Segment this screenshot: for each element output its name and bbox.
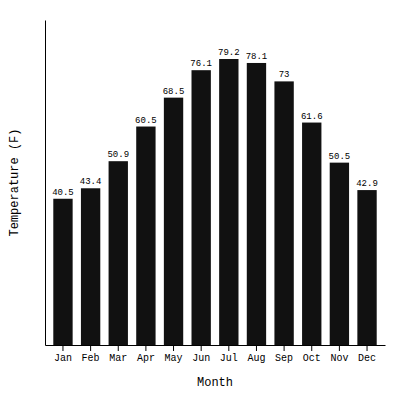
x-tick-label: May bbox=[165, 353, 183, 364]
x-tick-label: Jan bbox=[54, 353, 72, 364]
x-tick-mark bbox=[62, 345, 63, 351]
x-tick-mark bbox=[201, 345, 202, 351]
x-tick-mark bbox=[90, 345, 91, 351]
bar bbox=[302, 123, 321, 345]
x-tick: Dec bbox=[358, 345, 376, 364]
data-label: 76.1 bbox=[190, 59, 212, 69]
x-tick-mark bbox=[339, 345, 340, 351]
x-tick-mark bbox=[173, 345, 174, 351]
data-label: 73 bbox=[279, 70, 290, 80]
bar bbox=[53, 199, 72, 345]
bar bbox=[219, 59, 238, 345]
x-tick: Sep bbox=[275, 345, 293, 364]
x-tick-label: Oct bbox=[303, 353, 321, 364]
data-label: 40.5 bbox=[52, 188, 74, 198]
data-label: 78.1 bbox=[246, 52, 268, 62]
x-tick-mark bbox=[284, 345, 285, 351]
x-tick-label: Aug bbox=[247, 353, 265, 364]
x-tick: May bbox=[165, 345, 183, 364]
data-label: 50.9 bbox=[107, 150, 129, 160]
chart: Jan Feb Mar Apr May Jun Jul Aug Sep Oct Nov Dec 40.5… bbox=[0, 0, 400, 400]
bar bbox=[274, 81, 293, 345]
x-tick-label: Sep bbox=[275, 353, 293, 364]
x-axis-line bbox=[46, 345, 386, 346]
x-tick: Jan bbox=[54, 345, 72, 364]
x-tick: Jul bbox=[220, 345, 238, 364]
y-axis bbox=[45, 21, 46, 346]
x-tick-label: Jun bbox=[192, 353, 210, 364]
y-axis-line bbox=[45, 21, 46, 346]
x-tick: Oct bbox=[303, 345, 321, 364]
plot-area: Jan Feb Mar Apr May Jun Jul Aug Sep Oct Nov Dec 40.5… bbox=[46, 21, 386, 365]
x-tick-label: Feb bbox=[82, 353, 100, 364]
y-axis-title: Temperature (F) bbox=[8, 128, 22, 236]
bar bbox=[136, 127, 155, 345]
bar bbox=[81, 188, 100, 345]
bar bbox=[247, 63, 266, 345]
x-tick-label: Jul bbox=[220, 353, 238, 364]
bar bbox=[357, 190, 376, 345]
x-tick-label: Mar bbox=[109, 353, 127, 364]
x-tick: Feb bbox=[82, 345, 100, 364]
x-axis-title: Month bbox=[197, 376, 233, 390]
data-label: 79.2 bbox=[218, 48, 240, 58]
data-label: 43.4 bbox=[80, 177, 102, 187]
x-tick-mark bbox=[311, 345, 312, 351]
bar bbox=[164, 98, 183, 345]
bar bbox=[192, 70, 211, 345]
data-label: 42.9 bbox=[356, 179, 378, 189]
x-tick: Nov bbox=[330, 345, 348, 364]
x-tick-mark bbox=[367, 345, 368, 351]
bars bbox=[53, 59, 376, 345]
data-labels: 40.5 43.4 50.9 60.5 68.5 76.1 79.2 78.1 73 61.6 50… bbox=[52, 48, 378, 198]
x-tick-label: Dec bbox=[358, 353, 376, 364]
x-tick: Mar bbox=[109, 345, 127, 364]
x-tick-label: Nov bbox=[330, 353, 348, 364]
x-tick: Apr bbox=[137, 345, 155, 364]
x-tick-mark bbox=[118, 345, 119, 351]
bar bbox=[330, 163, 349, 345]
data-label: 68.5 bbox=[163, 87, 185, 97]
data-label: 50.5 bbox=[329, 152, 351, 162]
x-tick: Jun bbox=[192, 345, 210, 364]
x-tick-mark bbox=[256, 345, 257, 351]
bar bbox=[109, 161, 128, 345]
x-tick-mark bbox=[145, 345, 146, 351]
x-tick-mark bbox=[228, 345, 229, 351]
x-tick-label: Apr bbox=[137, 353, 155, 364]
x-tick: Aug bbox=[247, 345, 265, 364]
data-label: 61.6 bbox=[301, 112, 323, 122]
data-label: 60.5 bbox=[135, 116, 157, 126]
x-axis: Jan Feb Mar Apr May Jun Jul Aug Sep Oct Nov Dec bbox=[46, 345, 386, 364]
